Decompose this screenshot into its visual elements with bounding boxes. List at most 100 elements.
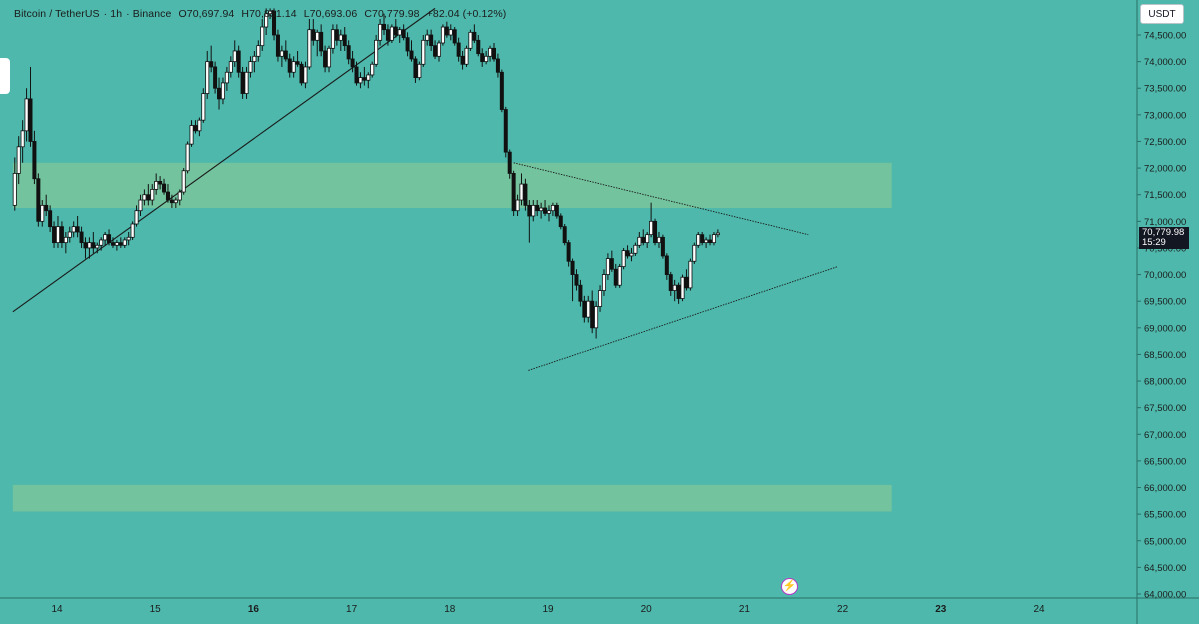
candle[interactable] bbox=[660, 236, 665, 257]
candle[interactable] bbox=[464, 47, 469, 65]
candle[interactable] bbox=[385, 29, 390, 41]
candle[interactable] bbox=[323, 50, 328, 68]
candle[interactable] bbox=[162, 183, 167, 193]
candle[interactable] bbox=[36, 178, 41, 222]
candle[interactable] bbox=[142, 194, 147, 201]
candle[interactable] bbox=[366, 74, 371, 81]
candle[interactable] bbox=[515, 199, 520, 212]
candle[interactable] bbox=[16, 146, 21, 174]
candle[interactable] bbox=[578, 284, 583, 302]
candle[interactable] bbox=[401, 29, 406, 39]
candle[interactable] bbox=[409, 50, 414, 60]
candle[interactable] bbox=[378, 23, 383, 41]
candle[interactable] bbox=[397, 29, 402, 36]
trendline-3[interactable] bbox=[528, 266, 838, 371]
candle[interactable] bbox=[684, 276, 689, 289]
candle[interactable] bbox=[350, 58, 355, 68]
candle[interactable] bbox=[146, 194, 151, 201]
candle[interactable] bbox=[448, 29, 453, 36]
candle[interactable] bbox=[672, 284, 677, 291]
candle[interactable] bbox=[421, 39, 426, 65]
candle[interactable] bbox=[715, 232, 720, 236]
candle[interactable] bbox=[63, 236, 68, 244]
candle[interactable] bbox=[574, 274, 579, 286]
candle[interactable] bbox=[570, 260, 575, 275]
candle[interactable] bbox=[708, 239, 713, 244]
candle[interactable] bbox=[433, 45, 438, 57]
trendline-2[interactable] bbox=[513, 162, 809, 236]
candle[interactable] bbox=[228, 61, 233, 73]
candle[interactable] bbox=[12, 173, 17, 206]
candle[interactable] bbox=[696, 234, 701, 246]
price-axis[interactable]: 74,500.00 74,000.00 73,500.00 73,000.00 72,5… bbox=[1137, 31, 1186, 601]
candle[interactable] bbox=[283, 50, 288, 60]
candle[interactable] bbox=[279, 50, 284, 57]
candle[interactable] bbox=[562, 226, 567, 244]
candle[interactable] bbox=[543, 207, 548, 214]
candle[interactable] bbox=[315, 31, 320, 41]
candle[interactable] bbox=[625, 250, 630, 257]
candle[interactable] bbox=[67, 231, 72, 238]
candle[interactable] bbox=[668, 274, 673, 291]
candle[interactable] bbox=[692, 244, 697, 262]
candle[interactable] bbox=[295, 61, 300, 65]
candle[interactable] bbox=[272, 10, 277, 36]
candle[interactable] bbox=[566, 242, 571, 262]
currency-button[interactable]: USDT bbox=[1140, 4, 1184, 24]
candle[interactable] bbox=[503, 109, 508, 153]
candle[interactable] bbox=[370, 63, 375, 76]
candle[interactable] bbox=[75, 226, 80, 233]
candle[interactable] bbox=[393, 26, 398, 36]
candle[interactable] bbox=[594, 306, 599, 329]
candle[interactable] bbox=[110, 242, 115, 246]
candle[interactable] bbox=[413, 58, 418, 78]
candle[interactable] bbox=[154, 181, 159, 190]
candle[interactable] bbox=[460, 55, 465, 65]
support-resistance-zone-1[interactable] bbox=[12, 162, 892, 209]
candle[interactable] bbox=[499, 71, 504, 110]
candle[interactable] bbox=[550, 204, 555, 212]
candle[interactable] bbox=[511, 173, 516, 212]
candle[interactable] bbox=[201, 93, 206, 121]
candle[interactable] bbox=[240, 71, 245, 94]
candle[interactable] bbox=[613, 268, 618, 286]
lightning-icon[interactable]: ⚡ bbox=[781, 578, 798, 595]
candle[interactable] bbox=[177, 191, 182, 201]
candle[interactable] bbox=[641, 236, 646, 244]
candle[interactable] bbox=[444, 26, 449, 36]
candle[interactable] bbox=[248, 61, 253, 73]
candle[interactable] bbox=[213, 66, 218, 89]
candle[interactable] bbox=[291, 61, 296, 73]
candle[interactable] bbox=[319, 31, 324, 52]
candle[interactable] bbox=[358, 77, 363, 84]
candle[interactable] bbox=[429, 34, 434, 47]
candle[interactable] bbox=[405, 37, 410, 52]
candle[interactable] bbox=[165, 191, 170, 201]
trendline-1[interactable] bbox=[12, 7, 436, 313]
candle[interactable] bbox=[598, 290, 603, 307]
candle[interactable] bbox=[189, 125, 194, 145]
candle[interactable] bbox=[374, 39, 379, 65]
candle[interactable] bbox=[224, 71, 229, 84]
candle[interactable] bbox=[99, 239, 104, 246]
candle[interactable] bbox=[590, 300, 595, 329]
candle[interactable] bbox=[126, 236, 131, 241]
candle[interactable] bbox=[558, 215, 563, 228]
candle[interactable] bbox=[130, 223, 135, 238]
candle[interactable] bbox=[79, 231, 84, 244]
candle[interactable] bbox=[676, 284, 681, 299]
candle[interactable] bbox=[311, 29, 316, 41]
candle[interactable] bbox=[472, 31, 477, 41]
candle[interactable] bbox=[633, 244, 638, 254]
candle[interactable] bbox=[389, 26, 394, 41]
candle[interactable] bbox=[711, 234, 716, 244]
candle[interactable] bbox=[303, 66, 308, 84]
candle[interactable] bbox=[680, 276, 685, 299]
time-axis[interactable]: 14 15 16 17 18 19 20 21 22 23 24 bbox=[51, 604, 1045, 615]
candle[interactable] bbox=[287, 58, 292, 73]
candle[interactable] bbox=[114, 242, 119, 246]
candle[interactable] bbox=[256, 45, 261, 57]
candle[interactable] bbox=[55, 226, 60, 244]
candle[interactable] bbox=[425, 34, 430, 41]
candle[interactable] bbox=[52, 226, 57, 244]
